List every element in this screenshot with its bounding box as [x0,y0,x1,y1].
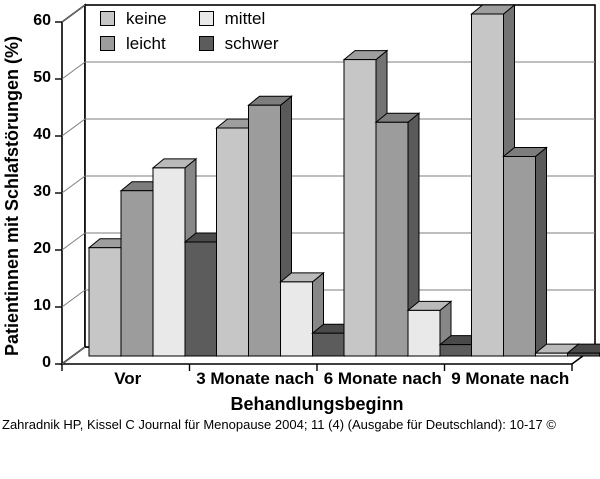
legend-label-keine: keine [126,9,167,28]
bar-mittel-6-Monate-nach [406,300,453,358]
bar-front-face [503,156,536,357]
y-tick-label-0: 0 [42,354,51,371]
legend-label-mittel: mittel [224,9,266,28]
bar-front-face [535,352,568,357]
legend-label-schwer: schwer [224,34,279,53]
legend-swatch-schwer [198,36,214,51]
bar-leicht-3-Monate-nach [247,95,293,358]
legend-label-leicht: leicht [126,34,166,53]
y-tick-label-60: 60 [33,12,51,29]
bar-front-face [375,121,409,357]
citation: Zahradnik HP, Kissel C Journal für Menop… [2,417,556,432]
y-tick-label-30: 30 [33,183,51,200]
legend-item-mittel: mittel [198,9,279,28]
gridline-stub-0 [61,346,86,365]
bar-front-face [471,13,504,357]
y-tick-label-10: 10 [33,297,51,314]
gridline-stub-60 [61,4,86,23]
bar-front-face [88,247,122,357]
chart: 0 10 20 30 40 50 60 Vor 3 Monate nach 6 Monate na… [2,3,600,414]
x-category-label-3: 6 Monate nach [324,369,442,388]
legend-item-schwer: schwer [198,34,279,53]
bar-front-face [120,190,154,357]
y-tick-label-20: 20 [33,240,51,257]
bar-front-face [248,104,281,357]
bar-front-face [184,241,218,357]
x-category-label-4: 9 Monate nach [451,369,569,388]
legend-item-leicht: leicht [100,34,167,53]
bar-front-face [216,127,249,357]
y-axis-title: Patientinnen mit Schlafstörungen (%) [2,35,22,357]
bar-schwer-9-Monate-nach [566,343,600,358]
legend-swatch-mittel [198,11,214,26]
legend-item-keine: keine [100,9,167,28]
gridline-stub-10 [61,289,86,308]
bar-front-face [407,309,441,357]
bar-front-face [152,167,186,357]
x-axis-title: Behandlungsbeginn [230,394,404,414]
bar-side-face [535,146,547,358]
gridline-stub-30 [61,175,86,194]
y-tick-label-50: 50 [33,69,51,86]
bar-leicht-9-Monate-nach [502,146,548,358]
bar-leicht-6-Monate-nach [374,112,421,358]
bar-front-face [280,281,313,357]
bar-front-face [343,59,377,357]
bar-front-face [439,344,473,357]
y-tick-label-40: 40 [33,126,51,143]
bar-chart-svg: 0 10 20 30 40 50 60 Vor 3 Monate nach 6 Monate na… [33,3,600,388]
bar-keine-9-Monate-nach [470,3,516,358]
legend-swatch-keine [100,11,115,26]
gridline-stub-20 [61,232,86,251]
x-category-label-1: Vor [114,369,141,388]
legend-swatch-leicht [100,36,115,51]
gridline-stub-40 [61,118,86,137]
chart-legend: keine leicht mittel schwer [100,9,279,53]
x-category-label-2: 3 Monate nach [196,369,314,388]
gridline-stub-50 [61,61,86,80]
bar-front-face [567,352,600,357]
bar-front-face [312,332,345,357]
